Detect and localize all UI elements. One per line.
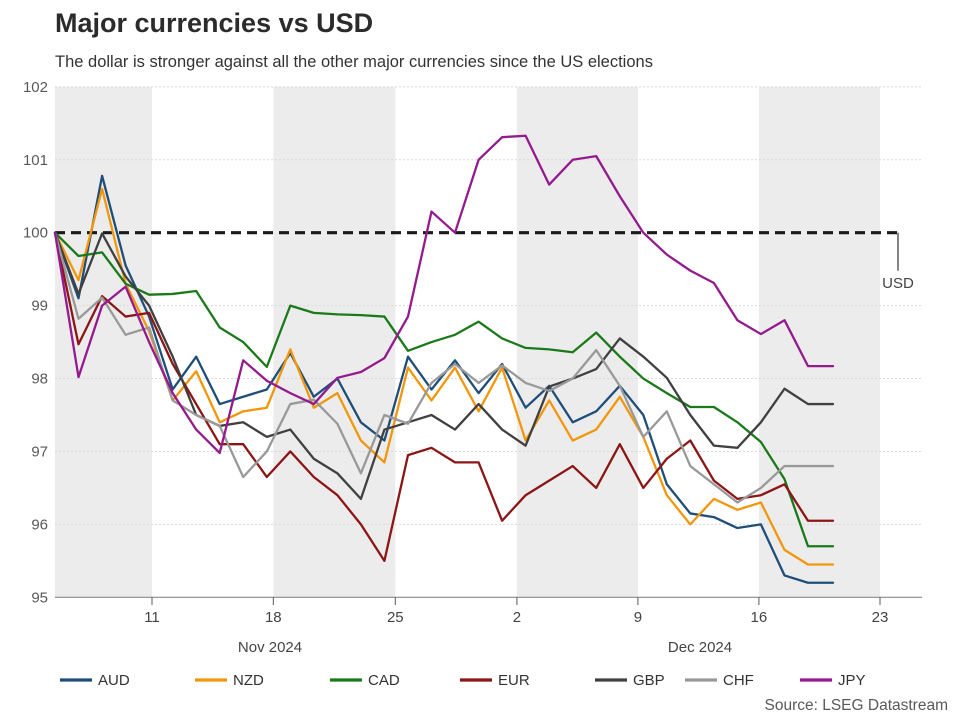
svg-text:CAD: CAD xyxy=(368,672,400,689)
svg-text:23: 23 xyxy=(872,609,889,626)
svg-text:96: 96 xyxy=(31,516,48,533)
svg-text:Dec 2024: Dec 2024 xyxy=(668,639,732,656)
svg-text:11: 11 xyxy=(144,609,160,626)
svg-text:EUR: EUR xyxy=(498,672,530,689)
svg-text:95: 95 xyxy=(31,589,48,606)
svg-text:JPY: JPY xyxy=(838,672,866,689)
svg-text:97: 97 xyxy=(31,444,48,461)
svg-text:CHF: CHF xyxy=(723,672,754,689)
svg-text:98: 98 xyxy=(31,371,48,388)
svg-text:101: 101 xyxy=(23,152,48,169)
svg-text:99: 99 xyxy=(31,298,48,315)
svg-text:16: 16 xyxy=(751,609,768,626)
svg-text:9: 9 xyxy=(634,609,642,626)
svg-text:25: 25 xyxy=(387,609,404,626)
svg-text:USD: USD xyxy=(882,275,914,292)
svg-text:GBP: GBP xyxy=(633,672,665,689)
svg-text:Nov 2024: Nov 2024 xyxy=(238,639,302,656)
svg-text:100: 100 xyxy=(23,225,48,242)
svg-text:NZD: NZD xyxy=(233,672,264,689)
svg-text:AUD: AUD xyxy=(98,672,130,689)
svg-text:2: 2 xyxy=(513,609,521,626)
svg-text:102: 102 xyxy=(23,79,48,96)
svg-text:18: 18 xyxy=(265,609,282,626)
